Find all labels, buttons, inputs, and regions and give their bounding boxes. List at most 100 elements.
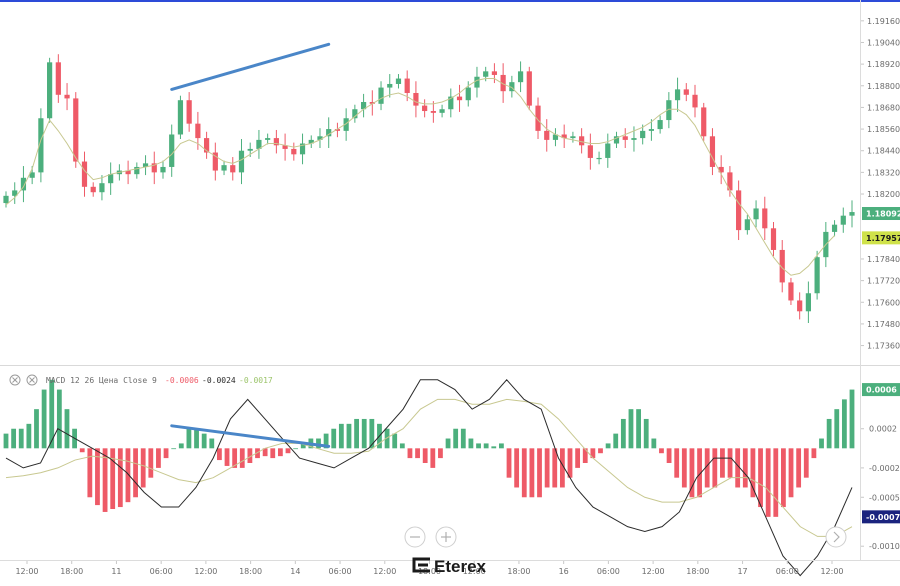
candle-body [99,183,105,193]
histogram-bar [407,448,413,459]
histogram-bar [506,448,512,478]
candle-body [108,174,114,184]
histogram-bar [613,433,619,449]
time-axis-label: 12:00 [373,567,396,576]
macd-badge [862,510,900,524]
signal-line [5,398,853,537]
candle-body [517,71,524,83]
candle-body [169,134,175,167]
candle-body [256,139,262,149]
histogram-bar [34,409,39,449]
candle-body [212,152,218,171]
histogram-bar [727,448,733,478]
histogram-bar [399,443,405,449]
candle-body [317,136,323,140]
close-icon[interactable] [9,374,21,386]
candle-body [535,105,541,131]
macd-histogram [3,379,855,517]
histogram-bar [567,448,573,478]
price-trendline[interactable] [170,42,331,91]
histogram-bar [491,446,497,449]
histogram-bar [735,448,741,488]
candle-body [491,71,498,75]
histogram-bar [445,438,451,449]
time-axis-label: 12:00 [642,567,665,576]
candle-body [736,190,742,231]
price-moving-average [5,78,835,276]
scroll-to-realtime-button[interactable] [825,526,847,548]
histogram-bar [186,428,192,449]
candle-body [483,71,489,77]
price-candles [3,54,855,324]
histogram-bar [239,448,245,468]
candle-body [674,89,681,101]
candle-body [142,163,149,167]
candle-body [12,190,18,196]
candle-body [238,150,245,173]
window-top-border [0,0,900,2]
histogram-bar [438,448,443,459]
candle-body [526,71,532,106]
eterex-logo: Eterex [412,557,487,576]
candle-body [387,83,393,88]
macd-badge [862,383,900,397]
candle-body [831,224,838,232]
histogram-bar [758,448,763,508]
histogram-bar [148,448,154,478]
candle-body [221,165,227,171]
histogram-bar [529,448,535,498]
candle-body [605,143,611,158]
zoom-out-button[interactable] [404,526,426,548]
candle-body [805,293,811,312]
candle-body [613,136,620,144]
histogram-bar [544,448,550,488]
histogram-bar [689,448,695,498]
histogram-bar [636,409,641,449]
candle-body [648,129,655,131]
histogram-bar [323,433,329,449]
histogram-bar [277,448,283,457]
candle-body [230,165,236,173]
time-axis-label: 12:00 [194,567,217,576]
candle-body [849,212,855,216]
trendline-segment[interactable] [170,42,331,91]
candle-body [753,208,759,220]
price-badge-label: 1.18092 [866,210,900,219]
time-axis-label: 12:00 [820,567,843,576]
candle-body [81,161,88,187]
price-axis-label: 1.19160 [867,17,900,26]
histogram-bar [819,438,824,449]
macd-trendline[interactable] [170,424,331,448]
histogram-bar [628,409,634,449]
histogram-bar [224,448,230,466]
histogram-bar [338,423,344,449]
candle-body [762,208,768,229]
histogram-bar [742,448,748,488]
histogram-bar [697,448,702,498]
zoom-in-button[interactable] [435,526,457,548]
trendline-segment[interactable] [170,424,331,448]
histogram-bar [255,448,260,459]
candle-body [64,94,70,99]
macd-badge-label: -0.0007 [866,513,900,522]
histogram-bar [209,438,215,449]
price-badge [862,231,900,245]
candle-body [413,92,419,106]
histogram-bar [3,433,9,449]
histogram-bar [803,448,809,478]
candle-body [343,118,349,131]
histogram-bar [796,448,802,488]
eterex-mark-icon [412,557,430,573]
histogram-bar [117,448,123,508]
candle-body [456,96,463,101]
histogram-bar [559,448,565,488]
candle-body [683,89,689,95]
histogram-bar [384,428,390,449]
histogram-bar [575,448,581,468]
histogram-bar [64,409,70,449]
histogram-bar [87,448,93,498]
settings-icon[interactable] [26,374,38,386]
price-axis-label: 1.18920 [867,60,900,69]
histogram-bar [110,448,116,510]
